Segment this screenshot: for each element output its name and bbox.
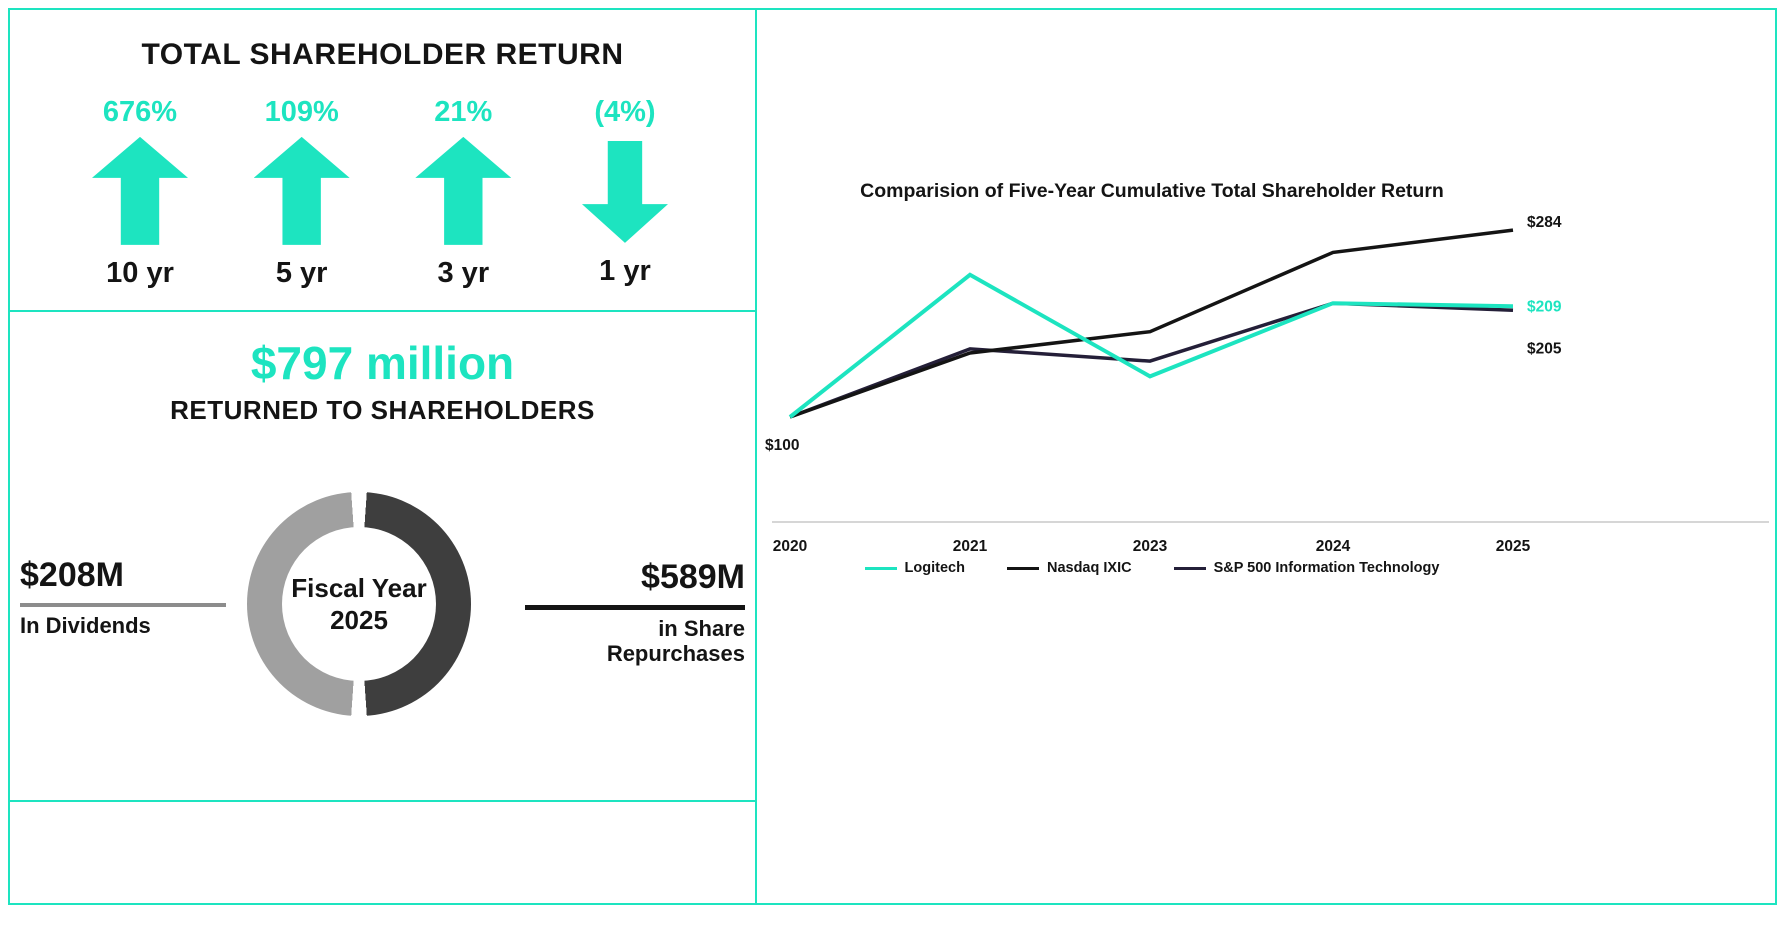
left-column: TOTAL SHAREHOLDER RETURN 676% 10 yr 109% 5 … [10,10,757,903]
end-value-label-logitech: $209 [1527,298,1562,315]
arrow-up-icon [415,136,512,245]
returned-subtitle: RETURNED TO SHAREHOLDERS [170,394,595,425]
arrow-up-icon [253,136,350,245]
donut-center-line2: 2025 [330,605,388,635]
total-shareholder-return-panel: TOTAL SHAREHOLDER RETURN 676% 10 yr 109% 5 … [10,10,755,312]
dividends-amount: $208M [20,556,124,594]
dividends-label: In Dividends [20,612,151,638]
series-line-s-p-500-information-technology [789,301,1514,419]
repurchases-stat: $589M in Share Repurchases [525,558,745,666]
tsr-percent: 109% [264,96,339,128]
tsr-period-label: 1 yr [599,254,651,287]
fiscal-year-donut-chart: Fiscal Year 2025 [247,492,471,716]
x-tick-label: 2024 [1316,538,1351,555]
end-value-label-s-p-500-information-technology: $205 [1527,340,1562,357]
arrow-down-icon [581,140,668,243]
outer-border: TOTAL SHAREHOLDER RETURN 676% 10 yr 109% 5 … [8,8,1777,905]
chart-legend: Logitech Nasdaq IXIC S&P 500 Information T… [757,560,1547,576]
x-tick-label: 2021 [953,538,988,555]
x-tick-label: 2020 [773,538,807,555]
arrow-up-icon [92,136,188,245]
legend-label: Nasdaq IXIC [1046,560,1132,576]
returned-to-shareholders-panel: $797 million RETURNED TO SHAREHOLDERS $2… [10,312,755,802]
legend-line-swatch [864,566,897,570]
x-tick-label: 2023 [1133,538,1168,555]
series-line-logitech [788,272,1514,419]
tsr-item-5-yr: 109% 5 yr [227,96,377,290]
dividends-stat: $208M In Dividends [20,556,226,638]
legend-item-s-p-500-information-technology: S&P 500 Information Technology [1173,560,1440,576]
dividends-underline [20,602,226,607]
legend-line-swatch [1006,566,1039,570]
repurchases-underline [525,604,745,610]
line-chart: 2020 2021 2023 2024 2025 $100 $209 $284 $205 [765,214,1769,555]
tsr-period-label: 5 yr [275,256,328,289]
x-tick-label: 2025 [1496,538,1531,555]
legend-line-swatch [1173,566,1206,570]
tsr-percent: (4%) [594,96,656,128]
tsr-period-label: 3 yr [437,256,490,289]
chart-panel: Comparision of Five-Year Cumulative Tota… [757,10,1775,903]
start-value-label: $100 [765,437,799,454]
repurchases-label: in Share Repurchases [606,615,745,666]
tsr-percent: 676% [102,96,178,128]
end-value-label-nasdaq-ixic: $284 [1527,214,1562,231]
tsr-item-10-yr: 676% 10 yr [65,96,215,290]
donut-center-line1: Fiscal Year [291,572,427,603]
tsr-items-row: 676% 10 yr 109% 5 yr 21% 3 yr (4%) 1 yr [10,96,755,290]
tsr-title: TOTAL SHAREHOLDER RETURN [141,38,624,71]
legend-label: S&P 500 Information Technology [1213,560,1440,576]
legend-item-logitech: Logitech [864,560,965,576]
tsr-item-1-yr: (4%) 1 yr [550,96,700,290]
tsr-percent: 21% [434,96,493,128]
chart-title: Comparision of Five-Year Cumulative Tota… [860,180,1444,202]
legend-label: Logitech [904,560,965,576]
series-line-nasdaq-ixic [789,228,1514,419]
tsr-item-3-yr: 21% 3 yr [388,96,538,290]
donut-center-label: Fiscal Year 2025 [282,527,436,681]
tsr-period-label: 10 yr [106,256,174,289]
legend-item-nasdaq-ixic: Nasdaq IXIC [1006,560,1132,576]
returned-amount: $797 million [250,337,515,389]
repurchases-amount: $589M [641,558,745,596]
